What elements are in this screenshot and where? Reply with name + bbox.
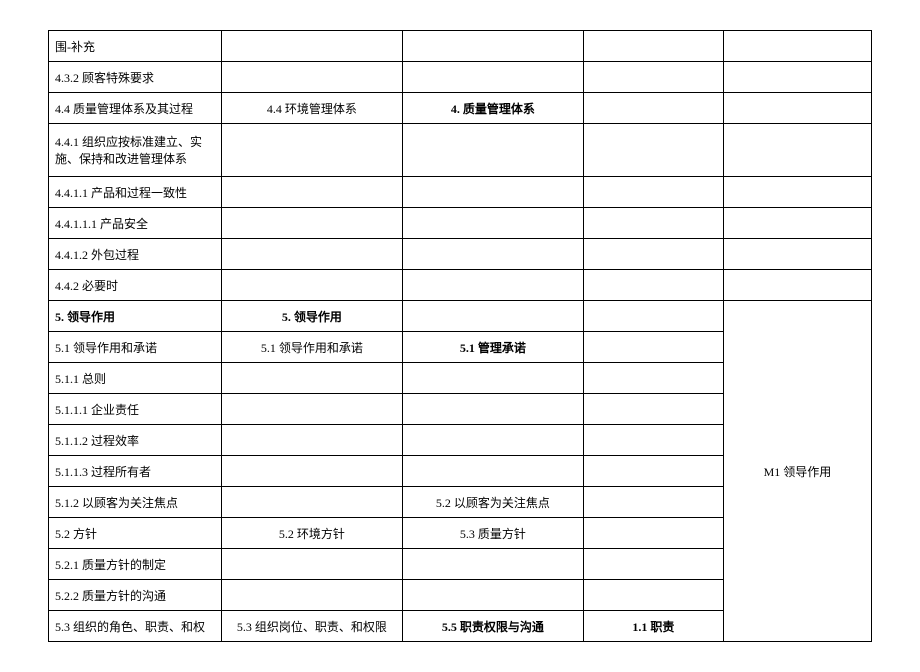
cell-empty: [221, 456, 402, 487]
cell: 5.1.2 以顾客为关注焦点: [49, 487, 222, 518]
cell-empty: [402, 177, 583, 208]
cell: 5. 领导作用: [221, 301, 402, 332]
cell: 5.3 组织的角色、职责、和权: [49, 611, 222, 642]
table-row: 4.3.2 顾客特殊要求: [49, 62, 872, 93]
cell-empty: [221, 363, 402, 394]
cell: 5.1 领导作用和承诺: [49, 332, 222, 363]
table-row: 4.4.1.1.1 产品安全: [49, 208, 872, 239]
cell-empty: [583, 270, 723, 301]
cell: 5.1.1.3 过程所有者: [49, 456, 222, 487]
cell: 5.2 以顾客为关注焦点: [402, 487, 583, 518]
cell-empty: [723, 239, 871, 270]
cell-empty: [402, 62, 583, 93]
cell-empty: [402, 124, 583, 177]
cell: 4.4.1 组织应按标准建立、实施、保持和改进管理体系: [49, 124, 222, 177]
cell: 5.3 质量方针: [402, 518, 583, 549]
cell: 5.2 环境方针: [221, 518, 402, 549]
cell-empty: [402, 580, 583, 611]
table-row: 4.4.2 必要时: [49, 270, 872, 301]
cell: 5.3 组织岗位、职责、和权限: [221, 611, 402, 642]
cell: 5.1.1 总则: [49, 363, 222, 394]
cell-empty: [583, 580, 723, 611]
cell-empty: [221, 549, 402, 580]
cell-empty: [402, 363, 583, 394]
cell-empty: [402, 549, 583, 580]
cell-empty: [583, 363, 723, 394]
cell-empty: [221, 425, 402, 456]
table-row: 4.4.1 组织应按标准建立、实施、保持和改进管理体系: [49, 124, 872, 177]
table-row: 围-补充: [49, 31, 872, 62]
cell-empty: [723, 208, 871, 239]
cell: 4.4.1.1.1 产品安全: [49, 208, 222, 239]
cell-empty: [583, 518, 723, 549]
document-page: 围-补充 4.3.2 顾客特殊要求 4.4 质量管理体系及其过程 4.4 环境管…: [0, 30, 920, 642]
cell: 5.5 职责权限与沟通: [402, 611, 583, 642]
cell-empty: [583, 456, 723, 487]
cell-empty: [402, 239, 583, 270]
cell-empty: [583, 177, 723, 208]
cell-empty: [583, 93, 723, 124]
cell-empty: [221, 177, 402, 208]
cell-empty: [723, 124, 871, 177]
cell: 4.4.1.1 产品和过程一致性: [49, 177, 222, 208]
cell-empty: [583, 394, 723, 425]
cell: 4.4.2 必要时: [49, 270, 222, 301]
cell-empty: [723, 177, 871, 208]
cell-empty: [221, 239, 402, 270]
cell: 4.3.2 顾客特殊要求: [49, 62, 222, 93]
cell-empty: [723, 62, 871, 93]
table-row: 4.4 质量管理体系及其过程 4.4 环境管理体系 4. 质量管理体系: [49, 93, 872, 124]
cell: 1.1 职责: [583, 611, 723, 642]
cell-empty: [583, 62, 723, 93]
cell-empty: [402, 270, 583, 301]
cell-merged: M1 领导作用: [723, 301, 871, 642]
cell: 4. 质量管理体系: [402, 93, 583, 124]
cell-empty: [723, 270, 871, 301]
cell: 5.1.1.1 企业责任: [49, 394, 222, 425]
table-row: 4.4.1.2 外包过程: [49, 239, 872, 270]
cell-empty: [583, 332, 723, 363]
cell: 5.1 管理承诺: [402, 332, 583, 363]
cell: 5.1 领导作用和承诺: [221, 332, 402, 363]
cell-empty: [402, 425, 583, 456]
cell-empty: [402, 208, 583, 239]
cell: 4.4 质量管理体系及其过程: [49, 93, 222, 124]
cell: 5.1.1.2 过程效率: [49, 425, 222, 456]
cell-empty: [221, 31, 402, 62]
cell-empty: [583, 208, 723, 239]
cell-empty: [221, 124, 402, 177]
cell-empty: [221, 487, 402, 518]
table-row: 4.4.1.1 产品和过程一致性: [49, 177, 872, 208]
cell: 5.2 方针: [49, 518, 222, 549]
cell: 围-补充: [49, 31, 222, 62]
cell-empty: [221, 580, 402, 611]
cell-empty: [221, 270, 402, 301]
cell-empty: [583, 301, 723, 332]
cell-empty: [723, 93, 871, 124]
cell-empty: [402, 31, 583, 62]
cell: 5.2.1 质量方针的制定: [49, 549, 222, 580]
cell-empty: [583, 549, 723, 580]
cell-empty: [583, 487, 723, 518]
cell-empty: [402, 394, 583, 425]
cell: 4.4.1.2 外包过程: [49, 239, 222, 270]
cell: 5. 领导作用: [49, 301, 222, 332]
cell-empty: [221, 394, 402, 425]
cell-empty: [583, 31, 723, 62]
cell: 4.4 环境管理体系: [221, 93, 402, 124]
cell-empty: [221, 208, 402, 239]
comparison-table: 围-补充 4.3.2 顾客特殊要求 4.4 质量管理体系及其过程 4.4 环境管…: [48, 30, 872, 642]
cell-empty: [402, 301, 583, 332]
cell-empty: [583, 239, 723, 270]
cell-empty: [583, 124, 723, 177]
cell-empty: [583, 425, 723, 456]
cell: 5.2.2 质量方针的沟通: [49, 580, 222, 611]
cell-empty: [402, 456, 583, 487]
cell-empty: [221, 62, 402, 93]
table-row: 5. 领导作用 5. 领导作用 M1 领导作用: [49, 301, 872, 332]
cell-empty: [723, 31, 871, 62]
